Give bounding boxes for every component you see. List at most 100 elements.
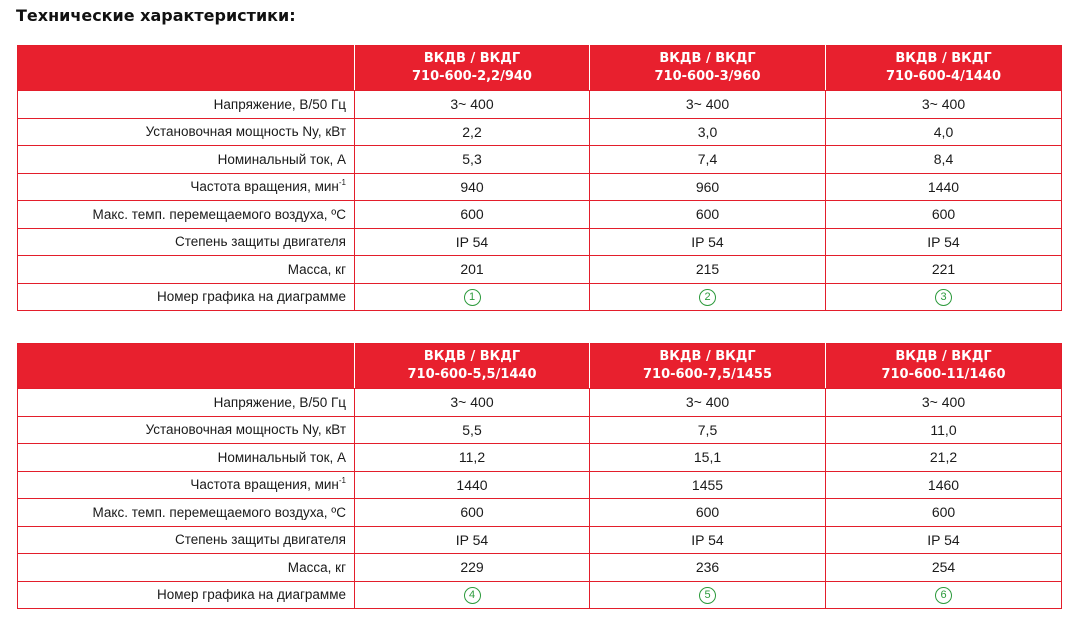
- cell-value: IP 54: [589, 525, 826, 554]
- cell-value: 2,2: [354, 117, 590, 146]
- table-row: Установочная мощность Ny, кВт 2,2 3,0 4,…: [17, 117, 1062, 146]
- table-row: Масса, кг 229 236 254: [17, 553, 1062, 582]
- header-blank-cell: [17, 45, 355, 91]
- chart-number-badge: 3: [935, 288, 952, 306]
- cell-value: IP 54: [354, 525, 590, 554]
- row-label: Масса, кг: [17, 553, 355, 582]
- row-label: Установочная мощность Ny, кВт: [17, 415, 355, 444]
- row-label: Номер графика на диаграмме: [17, 282, 355, 311]
- cell-value: 5: [589, 580, 826, 609]
- table-header-row: ВКДВ / ВКДГ 710-600-5,5/1440 ВКДВ / ВКДГ…: [17, 343, 1062, 389]
- model-header: ВКДВ / ВКДГ 710-600-4/1440: [825, 45, 1062, 91]
- cell-value: 254: [825, 553, 1062, 582]
- cell-value: 600: [354, 498, 590, 527]
- chart-number-badge: 5: [699, 586, 716, 604]
- cell-value: 11,2: [354, 443, 590, 472]
- cell-value: 600: [354, 200, 590, 229]
- cell-value: 3: [825, 282, 1062, 311]
- model-header: ВКДВ / ВКДГ 710-600-11/1460: [825, 343, 1062, 389]
- cell-value: 960: [589, 172, 826, 201]
- cell-value: 3~ 400: [825, 388, 1062, 417]
- row-label: Частота вращения, мин-1: [17, 470, 355, 499]
- cell-value: 201: [354, 255, 590, 284]
- cell-value: 940: [354, 172, 590, 201]
- row-label: Частота вращения, мин-1: [17, 172, 355, 201]
- table-header-row: ВКДВ / ВКДГ 710-600-2,2/940 ВКДВ / ВКДГ …: [17, 45, 1062, 91]
- cell-value: 3~ 400: [589, 388, 826, 417]
- cell-value: 1440: [825, 172, 1062, 201]
- cell-value: 15,1: [589, 443, 826, 472]
- model-header: ВКДВ / ВКДГ 710-600-5,5/1440: [354, 343, 590, 389]
- cell-value: 2: [589, 282, 826, 311]
- cell-value: 21,2: [825, 443, 1062, 472]
- model-header: ВКДВ / ВКДГ 710-600-2,2/940: [354, 45, 590, 91]
- cell-value: 600: [825, 498, 1062, 527]
- cell-value: 7,5: [589, 415, 826, 444]
- row-label: Номинальный ток, А: [17, 145, 355, 174]
- header-blank-cell: [17, 343, 355, 389]
- cell-value: 8,4: [825, 145, 1062, 174]
- row-label: Установочная мощность Ny, кВт: [17, 117, 355, 146]
- table-row: Напряжение, В/50 Гц 3~ 400 3~ 400 3~ 400: [17, 388, 1062, 417]
- cell-value: 4,0: [825, 117, 1062, 146]
- unit-superscript: -1: [338, 178, 346, 188]
- row-label: Номинальный ток, А: [17, 443, 355, 472]
- cell-value: 1455: [589, 470, 826, 499]
- cell-value: 3~ 400: [589, 90, 826, 119]
- table-row: Частота вращения, мин-1 940 960 1440: [17, 172, 1062, 201]
- row-label: Масса, кг: [17, 255, 355, 284]
- table-row: Номинальный ток, А 5,3 7,4 8,4: [17, 145, 1062, 174]
- table-row: Макс. темп. перемещаемого воздуха, ºС 60…: [17, 200, 1062, 229]
- cell-value: 7,4: [589, 145, 826, 174]
- cell-value: IP 54: [589, 227, 826, 256]
- table-row: Степень защиты двигателя IP 54 IP 54 IP …: [17, 525, 1062, 554]
- cell-value: 3~ 400: [354, 90, 590, 119]
- table-row: Номер графика на диаграмме 4 5 6: [17, 580, 1062, 609]
- cell-value: 3~ 400: [354, 388, 590, 417]
- row-label-text: Частота вращения, мин: [190, 179, 339, 195]
- table-row: Макс. темп. перемещаемого воздуха, ºС 60…: [17, 498, 1062, 527]
- cell-value: IP 54: [825, 525, 1062, 554]
- cell-value: 600: [825, 200, 1062, 229]
- cell-value: 600: [589, 498, 826, 527]
- spec-table-2: ВКДВ / ВКДГ 710-600-5,5/1440 ВКДВ / ВКДГ…: [17, 343, 1062, 609]
- page-title: Технические характеристики:: [16, 6, 296, 25]
- table-row: Масса, кг 201 215 221: [17, 255, 1062, 284]
- cell-value: IP 54: [825, 227, 1062, 256]
- cell-value: 229: [354, 553, 590, 582]
- cell-value: 221: [825, 255, 1062, 284]
- row-label: Макс. темп. перемещаемого воздуха, ºС: [17, 498, 355, 527]
- model-header: ВКДВ / ВКДГ 710-600-7,5/1455: [589, 343, 826, 389]
- cell-value: 4: [354, 580, 590, 609]
- chart-number-badge: 2: [699, 288, 716, 306]
- table-row: Степень защиты двигателя IP 54 IP 54 IP …: [17, 227, 1062, 256]
- cell-value: 3,0: [589, 117, 826, 146]
- chart-number-badge: 4: [463, 586, 481, 604]
- table-row: Напряжение, В/50 Гц 3~ 400 3~ 400 3~ 400: [17, 90, 1062, 119]
- table-row: Установочная мощность Ny, кВт 5,5 7,5 11…: [17, 415, 1062, 444]
- cell-value: 11,0: [825, 415, 1062, 444]
- row-label: Степень защиты двигателя: [17, 227, 355, 256]
- spec-table-1: ВКДВ / ВКДГ 710-600-2,2/940 ВКДВ / ВКДГ …: [17, 45, 1062, 311]
- cell-value: 600: [589, 200, 826, 229]
- table-row: Номер графика на диаграмме 1 2 3: [17, 282, 1062, 311]
- cell-value: 1460: [825, 470, 1062, 499]
- chart-number-badge: 1: [463, 288, 481, 306]
- table-row: Частота вращения, мин-1 1440 1455 1460: [17, 470, 1062, 499]
- cell-value: 5,3: [354, 145, 590, 174]
- row-label-text: Частота вращения, мин: [190, 477, 339, 493]
- row-label: Макс. темп. перемещаемого воздуха, ºС: [17, 200, 355, 229]
- row-label: Напряжение, В/50 Гц: [17, 90, 355, 119]
- chart-number-badge: 6: [935, 586, 952, 604]
- table-row: Номинальный ток, А 11,2 15,1 21,2: [17, 443, 1062, 472]
- row-label: Напряжение, В/50 Гц: [17, 388, 355, 417]
- cell-value: 215: [589, 255, 826, 284]
- row-label: Степень защиты двигателя: [17, 525, 355, 554]
- cell-value: 6: [825, 580, 1062, 609]
- cell-value: 3~ 400: [825, 90, 1062, 119]
- cell-value: 1: [354, 282, 590, 311]
- model-header: ВКДВ / ВКДГ 710-600-3/960: [589, 45, 826, 91]
- cell-value: 236: [589, 553, 826, 582]
- unit-superscript: -1: [338, 476, 346, 486]
- row-label: Номер графика на диаграмме: [17, 580, 355, 609]
